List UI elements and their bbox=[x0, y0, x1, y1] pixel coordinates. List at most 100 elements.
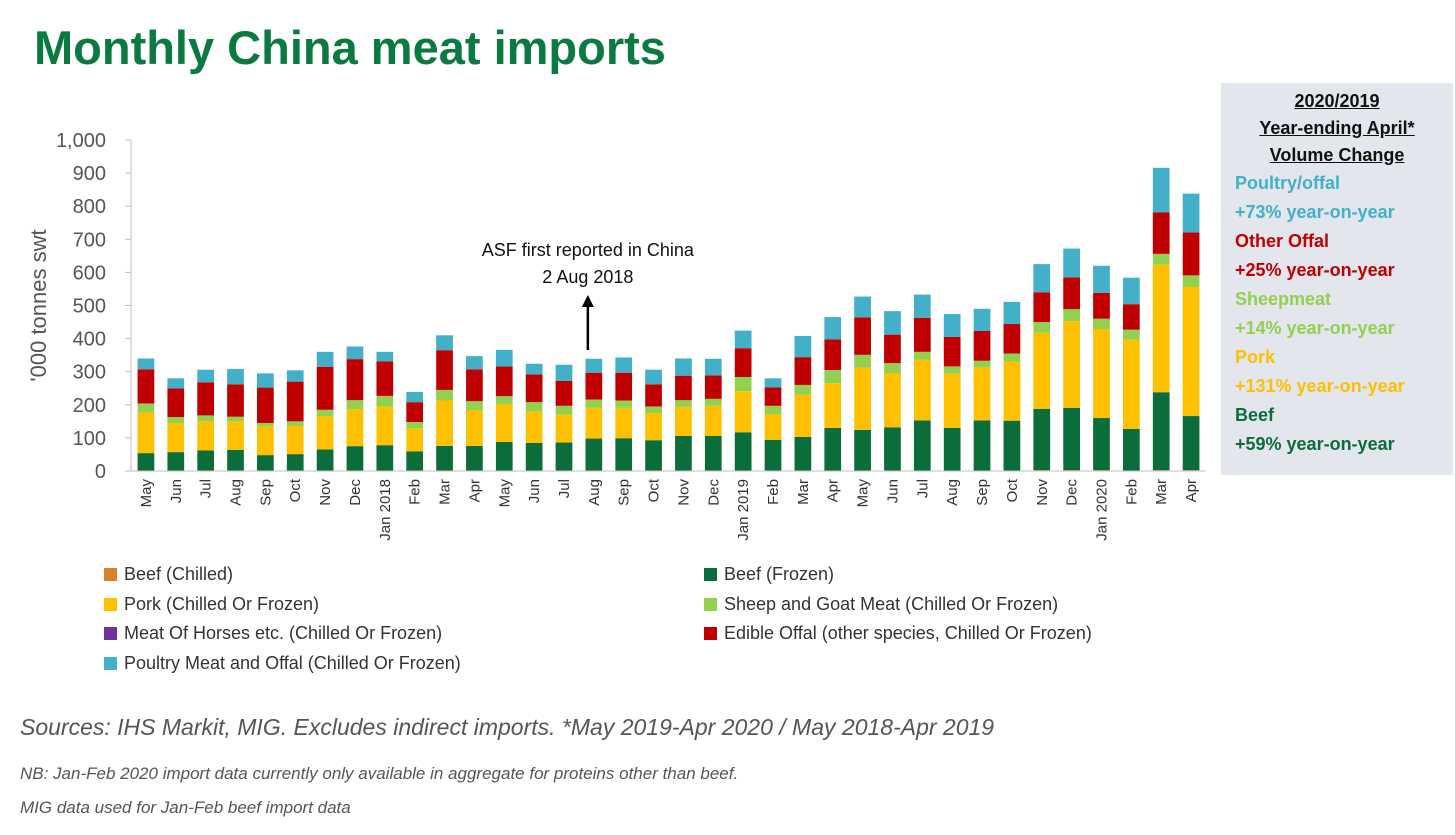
bar-segment bbox=[854, 296, 871, 318]
bar-segment bbox=[585, 407, 603, 439]
bar-segment bbox=[884, 363, 901, 374]
legend-item: Beef (Frozen) bbox=[704, 564, 834, 585]
bar-segment bbox=[973, 420, 991, 471]
bar-segment bbox=[257, 455, 274, 471]
bar-segment bbox=[1122, 277, 1140, 305]
panel-item-label: Other Offal bbox=[1235, 231, 1330, 251]
bar-segment bbox=[734, 330, 752, 349]
annotation-arrowhead bbox=[581, 295, 594, 307]
bar-segment bbox=[1003, 301, 1021, 325]
bar-segment bbox=[406, 451, 424, 471]
panel-item-change: +73% year-on-year bbox=[1235, 202, 1395, 222]
x-tick-label: Nov bbox=[1034, 479, 1051, 506]
bar-segment bbox=[764, 439, 782, 471]
bar-segment bbox=[346, 446, 364, 471]
bar-segment bbox=[794, 436, 812, 471]
bar-segment bbox=[615, 400, 633, 408]
bar-segment bbox=[197, 421, 215, 451]
x-tick-label: Jun bbox=[526, 479, 543, 503]
legend-swatch bbox=[104, 597, 117, 611]
bar-segment bbox=[227, 421, 244, 450]
bar-segment bbox=[1063, 248, 1080, 278]
annotation-text: ASF first reported in China bbox=[482, 240, 695, 260]
bar-segment bbox=[645, 406, 662, 414]
legend-item: Beef (Chilled) bbox=[104, 564, 233, 585]
bar-segment bbox=[466, 356, 483, 370]
x-tick-label: Aug bbox=[228, 479, 245, 506]
x-tick-label: Jun bbox=[884, 479, 901, 503]
bar-segment bbox=[495, 366, 513, 397]
bar-segment bbox=[376, 351, 394, 362]
bar-segment bbox=[884, 427, 901, 471]
bar-segment bbox=[1093, 418, 1110, 471]
x-axis: May Jun Jul Aug Sep Oct Nov Dec Jan 2018 Feb Mar Ap… bbox=[131, 470, 1206, 541]
bar-segment bbox=[197, 369, 215, 383]
bar-segment bbox=[525, 374, 543, 403]
bar-segment bbox=[1182, 275, 1200, 287]
bar-segment bbox=[615, 372, 633, 401]
bar-segment bbox=[286, 370, 304, 382]
y-tick-label: 500 bbox=[73, 296, 106, 318]
bar-segment bbox=[854, 367, 871, 430]
y-tick-label: 1,000 bbox=[56, 130, 106, 152]
bar-segment bbox=[137, 358, 155, 370]
bar-segment bbox=[1182, 416, 1200, 471]
y-tick-label: 900 bbox=[73, 163, 106, 185]
bar-segment bbox=[406, 391, 424, 403]
bar-segment bbox=[466, 401, 483, 411]
footnote: MIG data used for Jan-Feb beef import da… bbox=[20, 798, 351, 817]
x-tick-label: Sep bbox=[974, 479, 991, 506]
bar-segment bbox=[704, 405, 722, 436]
bar-segment bbox=[704, 398, 722, 406]
bar-segment bbox=[645, 413, 662, 441]
x-tick-label: Jan 2019 bbox=[735, 479, 752, 541]
y-tick-label: 0 bbox=[95, 461, 106, 483]
x-tick-label: Oct bbox=[287, 478, 304, 502]
bar-segment bbox=[1033, 264, 1051, 293]
bar-segment bbox=[1152, 212, 1170, 254]
bars bbox=[137, 167, 1200, 471]
bar-segment bbox=[913, 351, 931, 360]
bar-segment bbox=[675, 435, 692, 471]
legend-label: Pork (Chilled Or Frozen) bbox=[124, 593, 320, 614]
bar-segment bbox=[704, 435, 722, 471]
x-tick-label: Aug bbox=[944, 479, 961, 506]
bar-segment bbox=[675, 400, 692, 407]
x-tick-label: Oct bbox=[1004, 478, 1021, 502]
x-tick-label: Feb bbox=[1123, 479, 1140, 505]
bar-segment bbox=[1182, 286, 1200, 417]
legend-swatch bbox=[104, 568, 117, 581]
panel-item-label: Sheepmeat bbox=[1235, 289, 1332, 309]
bar-segment bbox=[227, 416, 244, 422]
legend-label: Poultry Meat and Offal (Chilled Or Froze… bbox=[124, 652, 461, 673]
bar-segment bbox=[884, 334, 901, 364]
bar-segment bbox=[1182, 232, 1200, 276]
bar-segment bbox=[346, 346, 364, 360]
bar-segment bbox=[1003, 361, 1021, 421]
bar-segment bbox=[257, 387, 274, 424]
panel-item-change: +14% year-on-year bbox=[1235, 318, 1395, 338]
legend-swatch bbox=[704, 597, 717, 611]
bar-segment bbox=[167, 423, 185, 453]
y-tick-label: 800 bbox=[73, 196, 106, 218]
annotation-text: 2 Aug 2018 bbox=[542, 267, 633, 287]
legend-item: Edible Offal (other species, Chilled Or … bbox=[704, 623, 1092, 644]
bar-segment bbox=[227, 384, 244, 417]
y-tick-label: 400 bbox=[73, 329, 106, 351]
bar-segment bbox=[466, 410, 483, 446]
x-tick-label: Jan 2020 bbox=[1093, 479, 1110, 541]
bar-segment bbox=[913, 317, 931, 352]
bar-segment bbox=[197, 450, 215, 471]
bar-segment bbox=[1093, 329, 1110, 419]
legend-label: Meat Of Horses etc. (Chilled Or Frozen) bbox=[124, 623, 443, 643]
stacked-bar-chart: 0 100 200 300 400 500 600 700 800 900 1,000 '000 to… bbox=[26, 130, 1206, 541]
x-tick-label: May bbox=[855, 479, 872, 508]
bar-segment bbox=[1093, 292, 1110, 319]
bar-segment bbox=[1122, 339, 1140, 429]
bar-segment bbox=[257, 373, 274, 388]
bar-segment bbox=[1033, 322, 1051, 333]
bar-segment bbox=[973, 308, 991, 331]
x-tick-label: Oct bbox=[646, 478, 663, 502]
bar-segment bbox=[137, 403, 155, 413]
x-tick-label: Feb bbox=[407, 479, 424, 505]
